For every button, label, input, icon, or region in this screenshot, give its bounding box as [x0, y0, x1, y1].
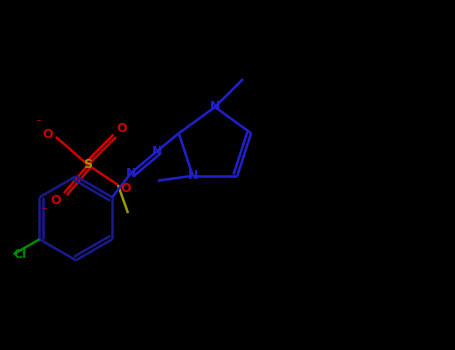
Text: ⁻: ⁻	[41, 206, 47, 216]
Text: O: O	[51, 195, 61, 208]
Text: O: O	[121, 182, 131, 196]
Text: N: N	[187, 169, 198, 182]
Text: N: N	[152, 145, 162, 158]
Text: O: O	[116, 122, 127, 135]
Text: Cl: Cl	[14, 248, 27, 261]
Text: O: O	[43, 127, 53, 140]
Text: N: N	[126, 167, 136, 180]
Text: ⁻: ⁻	[35, 118, 41, 128]
Text: N: N	[210, 100, 220, 113]
Text: S: S	[84, 159, 92, 172]
